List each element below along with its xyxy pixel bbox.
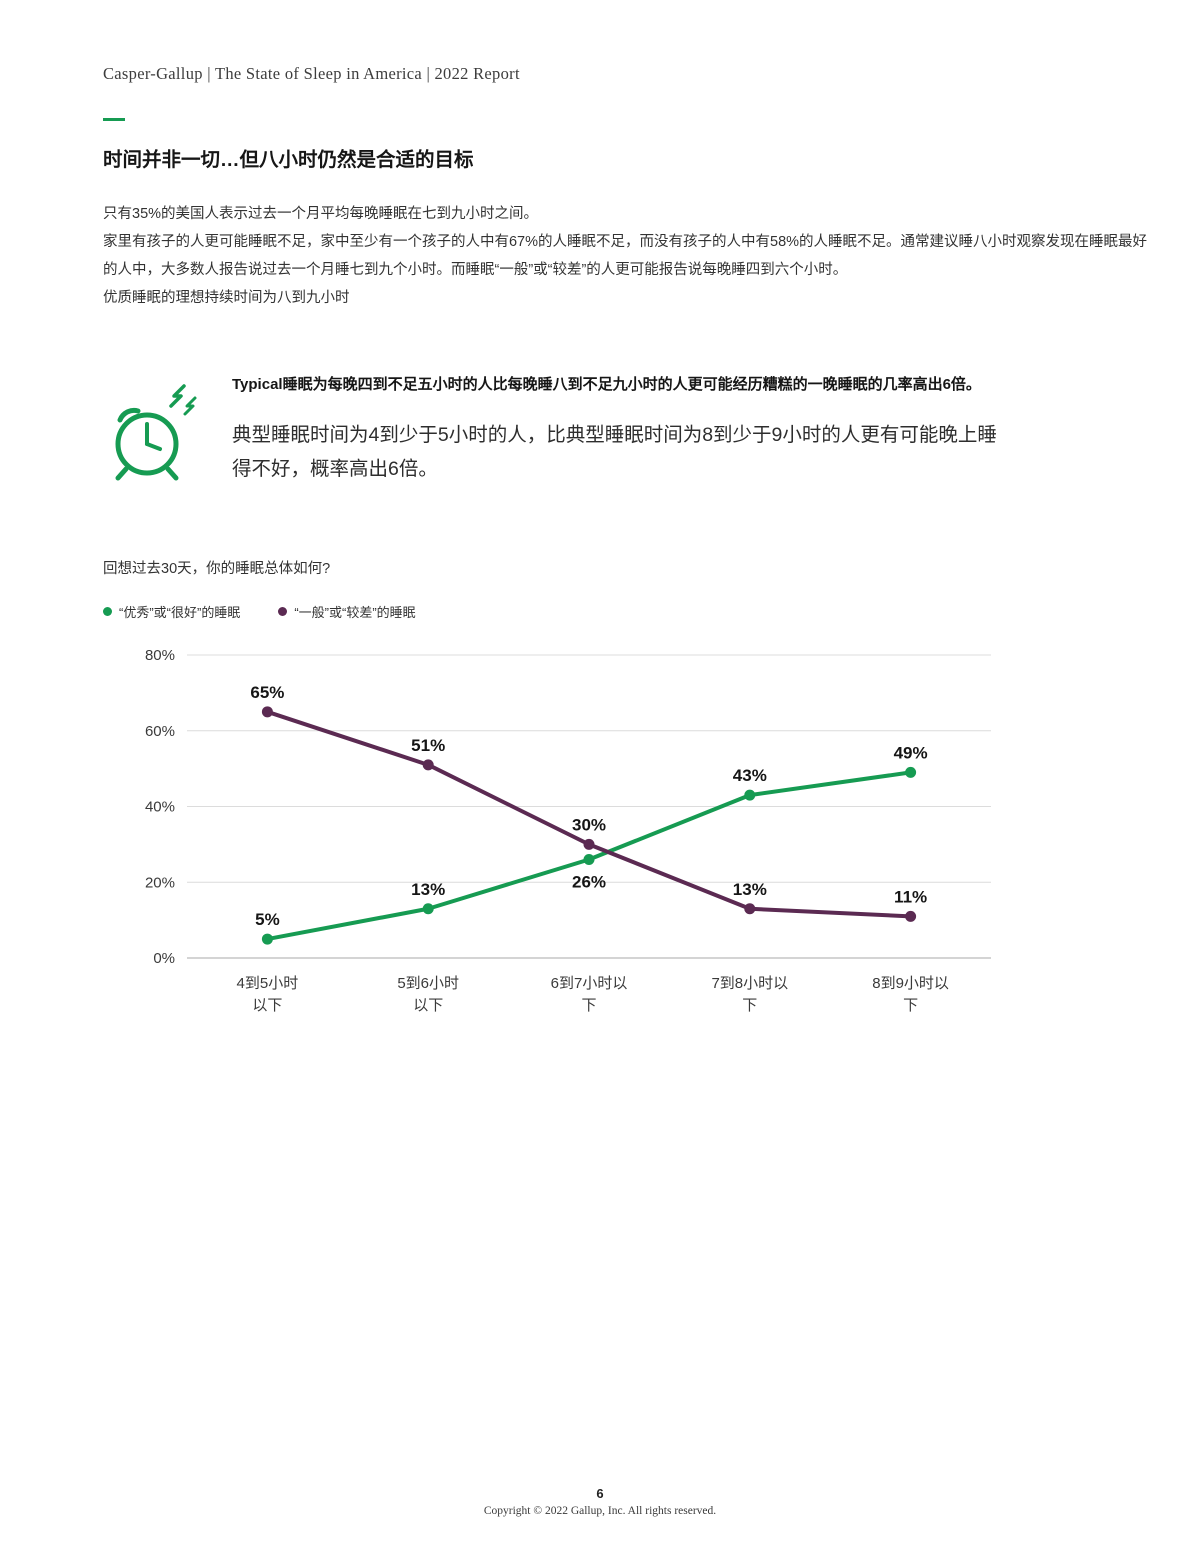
svg-text:6到7小时以下: 6到7小时以下 <box>551 975 628 1014</box>
callout-texts: Typical睡眠为每晚四到不足五小时的人比每晚睡八到不足九小时的人更可能经历糟… <box>232 372 1002 486</box>
svg-text:11%: 11% <box>894 887 927 906</box>
svg-text:80%: 80% <box>145 647 175 664</box>
paragraph: 只有35%的美国人表示过去一个月平均每晚睡眠在七到九小时之间。 <box>103 206 539 222</box>
legend-item-poor-sleep: “一般”或“较差”的睡眠 <box>278 602 416 621</box>
svg-text:40%: 40% <box>145 799 175 816</box>
svg-text:8到9小时以下: 8到9小时以下 <box>872 975 949 1014</box>
chart-legend: “优秀”或“很好”的睡眠 “一般”或“较差”的睡眠 <box>103 602 1160 621</box>
callout-body-text: 典型睡眠时间为4到少于5小时的人，比典型睡眠时间为8到少于9小时的人更有可能晚上… <box>232 424 997 480</box>
svg-text:7到8小时以下: 7到8小时以下 <box>711 975 788 1014</box>
svg-text:51%: 51% <box>411 736 445 755</box>
svg-text:4到5小时以下: 4到5小时以下 <box>237 975 299 1014</box>
page-footer: 6 Copyright © 2022 Gallup, Inc. All righ… <box>0 1486 1200 1517</box>
legend-label: “一般”或“较差”的睡眠 <box>294 605 416 620</box>
svg-text:13%: 13% <box>733 880 767 899</box>
accent-dash <box>103 118 125 121</box>
body-paragraphs: 只有35%的美国人表示过去一个月平均每晚睡眠在七到九小时之间。 家里有孩子的人更… <box>103 200 1160 312</box>
key-finding-callout: Typical睡眠为每晚四到不足五小时的人比每晚睡八到不足九小时的人更可能经历糟… <box>103 372 1160 495</box>
callout-bold-text: Typical睡眠为每晚四到不足五小时的人比每晚睡八到不足九小时的人更可能经历糟… <box>232 376 981 393</box>
svg-text:49%: 49% <box>894 743 928 762</box>
svg-text:20%: 20% <box>145 874 175 891</box>
svg-text:30%: 30% <box>572 815 606 834</box>
paragraph: 家里有孩子的人更可能睡眠不足，家中至少有一个孩子的人中有67%的人睡眠不足，而没… <box>103 234 1148 278</box>
svg-text:43%: 43% <box>733 766 767 785</box>
svg-text:5到6小时以下: 5到6小时以下 <box>397 975 459 1014</box>
legend-item-good-sleep: “优秀”或“很好”的睡眠 <box>103 602 240 621</box>
svg-text:60%: 60% <box>145 723 175 740</box>
alarm-clock-icon <box>103 380 208 495</box>
svg-text:65%: 65% <box>250 683 284 702</box>
svg-text:13%: 13% <box>411 880 445 899</box>
report-header: Casper-Gallup | The State of Sleep in Am… <box>103 64 520 83</box>
svg-text:5%: 5% <box>255 910 280 929</box>
svg-text:26%: 26% <box>572 873 606 892</box>
paragraph: 优质睡眠的理想持续时间为八到九小时 <box>103 290 350 306</box>
chart-question: 回想过去30天，你的睡眠总体如何? <box>103 561 331 577</box>
legend-label: “优秀”或“很好”的睡眠 <box>119 605 241 620</box>
legend-dot-green-icon <box>103 607 112 616</box>
legend-dot-purple-icon <box>278 607 288 616</box>
page-number: 6 <box>596 1486 604 1501</box>
page-title: 时间并非一切…但八小时仍然是合适的目标 <box>103 149 474 171</box>
svg-text:0%: 0% <box>153 950 175 967</box>
copyright-text: Copyright © 2022 Gallup, Inc. All rights… <box>483 1505 717 1517</box>
sleep-quality-chart: 0% 20% 40% 60% 80% 4到5小时以下 5到6小时以下 6到7小时以下 7到8小时… <box>115 639 1160 1039</box>
